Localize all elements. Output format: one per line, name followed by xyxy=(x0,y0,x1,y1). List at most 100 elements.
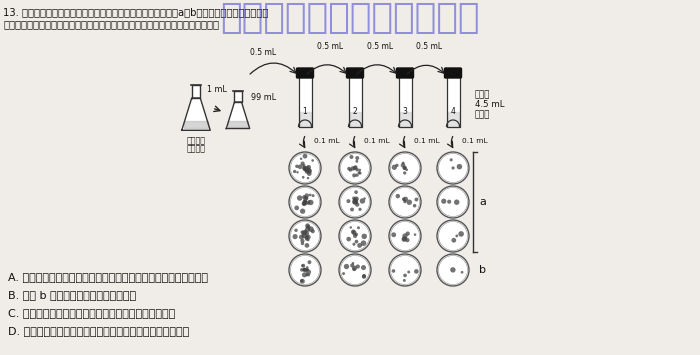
Text: 0.5 mL: 0.5 mL xyxy=(251,48,276,57)
Text: A. 为保证微生物的营养需求，在尿素培养基中可加入适量的牛肉膏: A. 为保证微生物的营养需求，在尿素培养基中可加入适量的牛肉膏 xyxy=(8,272,208,282)
Circle shape xyxy=(353,199,358,204)
Circle shape xyxy=(302,166,307,170)
Circle shape xyxy=(402,236,407,241)
Circle shape xyxy=(405,169,408,171)
Polygon shape xyxy=(226,102,250,129)
Circle shape xyxy=(300,239,304,243)
Polygon shape xyxy=(447,120,459,126)
Circle shape xyxy=(303,196,308,201)
Circle shape xyxy=(356,174,359,177)
Circle shape xyxy=(303,168,306,171)
Circle shape xyxy=(302,166,307,170)
Circle shape xyxy=(456,164,462,169)
Circle shape xyxy=(304,170,309,174)
Circle shape xyxy=(395,164,398,167)
Text: 99 mL: 99 mL xyxy=(251,93,276,103)
Circle shape xyxy=(339,220,371,252)
Text: 各盛有: 各盛有 xyxy=(475,90,491,99)
Circle shape xyxy=(300,268,304,272)
Circle shape xyxy=(304,166,309,171)
Circle shape xyxy=(352,197,356,200)
Circle shape xyxy=(344,264,349,269)
Circle shape xyxy=(307,168,312,174)
Circle shape xyxy=(307,273,310,277)
Circle shape xyxy=(350,208,354,212)
Circle shape xyxy=(295,165,299,168)
Circle shape xyxy=(302,268,306,272)
Text: 13. 科研人员利用牛瘤胃的胃液样品进行如图所示的操作，图中a、b表示两种培养基，其中一种: 13. 科研人员利用牛瘤胃的胃液样品进行如图所示的操作，图中a、b表示两种培养基… xyxy=(3,7,268,17)
Text: 4.5 mL: 4.5 mL xyxy=(475,100,505,109)
Circle shape xyxy=(352,266,357,271)
Circle shape xyxy=(307,238,309,241)
Circle shape xyxy=(307,202,310,205)
Circle shape xyxy=(356,264,360,269)
Circle shape xyxy=(347,167,351,170)
Circle shape xyxy=(362,274,366,278)
Circle shape xyxy=(302,272,307,277)
Circle shape xyxy=(349,168,352,172)
Circle shape xyxy=(402,237,407,242)
Circle shape xyxy=(452,238,456,242)
Circle shape xyxy=(391,232,396,237)
Text: 0.1 mL: 0.1 mL xyxy=(314,138,340,144)
Circle shape xyxy=(301,242,304,245)
Circle shape xyxy=(355,240,358,244)
Circle shape xyxy=(389,220,421,252)
Circle shape xyxy=(402,197,405,201)
Circle shape xyxy=(350,263,354,268)
Circle shape xyxy=(302,233,307,238)
Polygon shape xyxy=(298,75,312,126)
Circle shape xyxy=(402,166,407,170)
Circle shape xyxy=(300,279,305,284)
Circle shape xyxy=(355,201,358,204)
Polygon shape xyxy=(349,112,360,126)
Circle shape xyxy=(403,171,407,175)
Circle shape xyxy=(302,176,304,179)
Circle shape xyxy=(300,162,304,166)
Circle shape xyxy=(452,166,455,170)
Circle shape xyxy=(294,229,298,232)
Circle shape xyxy=(306,269,311,275)
Circle shape xyxy=(407,271,410,273)
Circle shape xyxy=(300,158,302,160)
Circle shape xyxy=(357,226,360,229)
Circle shape xyxy=(289,186,321,218)
Circle shape xyxy=(339,254,371,286)
Circle shape xyxy=(353,234,357,238)
Circle shape xyxy=(402,279,406,282)
Circle shape xyxy=(441,198,447,204)
Circle shape xyxy=(298,164,302,169)
Circle shape xyxy=(351,262,354,264)
Polygon shape xyxy=(300,112,311,126)
Circle shape xyxy=(437,220,469,252)
Circle shape xyxy=(392,165,397,170)
Circle shape xyxy=(352,173,356,178)
Text: 0.1 mL: 0.1 mL xyxy=(462,138,488,144)
Circle shape xyxy=(339,152,371,184)
Text: 0.1 mL: 0.1 mL xyxy=(414,138,440,144)
Circle shape xyxy=(358,171,360,174)
Circle shape xyxy=(307,169,312,173)
Circle shape xyxy=(391,269,395,273)
Circle shape xyxy=(305,226,310,232)
Circle shape xyxy=(353,198,358,202)
Text: 0.1 mL: 0.1 mL xyxy=(364,138,390,144)
Polygon shape xyxy=(400,112,410,126)
Circle shape xyxy=(402,166,407,170)
Circle shape xyxy=(303,268,306,271)
Circle shape xyxy=(301,264,304,267)
Polygon shape xyxy=(182,98,210,130)
Text: 0.5 mL: 0.5 mL xyxy=(367,42,393,51)
Circle shape xyxy=(304,193,309,198)
Circle shape xyxy=(456,235,458,237)
Circle shape xyxy=(303,200,307,204)
Circle shape xyxy=(414,269,419,274)
Circle shape xyxy=(351,166,355,171)
Text: 3: 3 xyxy=(402,107,407,116)
FancyBboxPatch shape xyxy=(297,68,314,78)
Circle shape xyxy=(305,223,310,228)
Circle shape xyxy=(304,268,307,271)
Circle shape xyxy=(346,237,351,241)
Text: 0.5 mL: 0.5 mL xyxy=(317,42,343,51)
Text: 1: 1 xyxy=(302,107,307,116)
